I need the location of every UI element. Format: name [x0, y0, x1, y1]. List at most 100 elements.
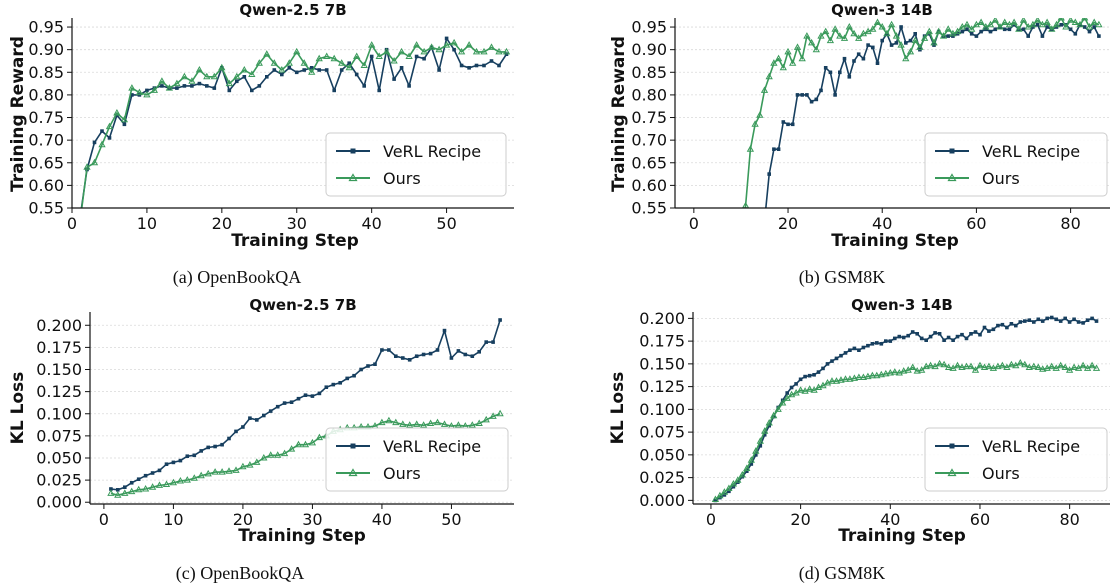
- data-point: [399, 420, 407, 427]
- y-tick-label: 0.025: [36, 471, 82, 490]
- data-point: [225, 79, 233, 87]
- data-point: [401, 356, 405, 360]
- data-point: [373, 362, 377, 366]
- data-point: [1039, 365, 1047, 372]
- data-point: [1016, 358, 1024, 366]
- data-point: [1095, 20, 1103, 28]
- data-point: [779, 398, 787, 406]
- series-lines: [107, 318, 504, 498]
- data-point: [450, 38, 458, 46]
- data-point: [1038, 20, 1047, 28]
- data-point: [891, 368, 899, 375]
- data-point: [859, 373, 868, 380]
- data-point: [278, 65, 286, 73]
- data-point: [789, 385, 794, 390]
- y-tick-label: 0.050: [639, 445, 685, 464]
- data-point: [169, 478, 178, 486]
- data-point: [982, 325, 987, 330]
- data-point: [1092, 364, 1101, 371]
- data-point: [267, 451, 275, 458]
- data-point: [798, 377, 803, 382]
- data-point: [889, 43, 894, 47]
- data-point: [852, 346, 857, 351]
- data-point: [1073, 32, 1078, 36]
- data-point: [413, 420, 421, 427]
- data-point: [178, 458, 183, 463]
- data-point: [762, 433, 767, 437]
- data-point: [856, 52, 861, 56]
- data-point: [497, 63, 501, 68]
- y-tick-label: 0.075: [639, 423, 685, 442]
- data-point: [442, 41, 451, 48]
- data-point: [496, 409, 504, 417]
- data-point: [812, 45, 820, 53]
- data-point: [375, 52, 383, 59]
- data-point: [893, 336, 897, 341]
- data-point: [190, 84, 194, 88]
- data-point: [1024, 22, 1032, 30]
- data-point: [294, 440, 303, 448]
- data-point: [738, 237, 744, 242]
- legend-marker-verl: [350, 443, 356, 449]
- y-tick-label: 0.125: [36, 382, 82, 401]
- data-point: [1097, 34, 1101, 38]
- data-point: [783, 394, 791, 401]
- data-point: [323, 52, 331, 59]
- data-point: [796, 386, 805, 393]
- data-point: [751, 120, 759, 127]
- data-point: [339, 68, 344, 72]
- data-point: [190, 474, 198, 481]
- data-point: [454, 421, 463, 428]
- data-point: [749, 462, 754, 466]
- y-tick-label: 0.85: [28, 63, 64, 82]
- data-point: [173, 79, 181, 87]
- y-tick-label: 0.55: [631, 199, 667, 218]
- data-point: [976, 361, 984, 369]
- x-tick-label: 30: [302, 510, 322, 529]
- legend-marker-verl: [949, 443, 955, 449]
- data-point: [253, 458, 261, 465]
- data-point: [197, 471, 205, 479]
- data-point: [397, 47, 406, 55]
- data-point: [977, 18, 985, 25]
- x-tick-label: 0: [99, 510, 109, 529]
- data-point: [233, 72, 241, 80]
- y-tick-label: 0.075: [36, 426, 82, 445]
- legend-label-verl: VeRL Recipe: [383, 437, 481, 456]
- data-point: [839, 353, 843, 358]
- data-point: [987, 329, 991, 333]
- data-point: [467, 66, 471, 70]
- data-point: [1033, 18, 1042, 23]
- data-point: [798, 54, 806, 62]
- data-point: [1048, 362, 1056, 370]
- panel-title: Qwen-2.5 7B: [249, 296, 356, 314]
- data-point: [965, 27, 969, 32]
- data-point: [287, 445, 296, 452]
- data-point: [114, 491, 122, 498]
- data-point: [268, 409, 273, 413]
- data-point: [235, 79, 239, 84]
- data-point: [801, 387, 809, 394]
- x-tick-label: 80: [1059, 510, 1079, 529]
- data-point: [368, 41, 376, 48]
- data-point: [991, 18, 999, 23]
- data-point: [789, 59, 797, 66]
- y-tick-label: 0.90: [28, 40, 64, 59]
- data-point: [474, 63, 479, 68]
- data-point: [1023, 319, 1027, 323]
- data-point: [390, 56, 398, 64]
- data-point: [888, 339, 893, 343]
- data-point: [944, 363, 953, 370]
- data-point: [884, 339, 888, 343]
- data-point: [1045, 316, 1049, 321]
- data-point: [873, 371, 881, 379]
- data-point: [1057, 18, 1065, 21]
- data-point: [774, 54, 783, 62]
- data-point: [958, 22, 966, 30]
- y-tick-label: 0.75: [28, 108, 64, 127]
- data-point: [998, 361, 1007, 369]
- data-point: [800, 93, 804, 97]
- data-point: [465, 41, 473, 48]
- data-point: [338, 381, 342, 385]
- data-point: [706, 446, 710, 450]
